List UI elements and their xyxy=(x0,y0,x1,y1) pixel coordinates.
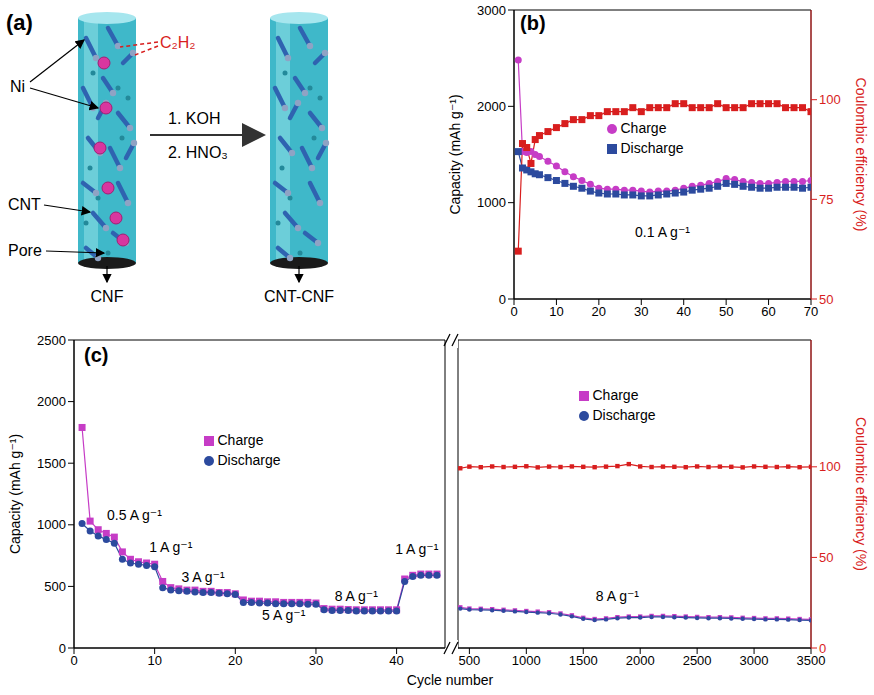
html-text:Discharge: Discharge xyxy=(620,140,684,156)
svg-text:100: 100 xyxy=(819,92,841,107)
svg-text:2500: 2500 xyxy=(683,653,712,668)
svg-text:0: 0 xyxy=(819,641,826,656)
svg-text:0.5 A g⁻¹: 0.5 A g⁻¹ xyxy=(107,507,162,523)
svg-text:500: 500 xyxy=(44,579,66,594)
svg-text:C₂H₂: C₂H₂ xyxy=(160,34,196,51)
svg-text:8 A g⁻¹: 8 A g⁻¹ xyxy=(335,588,379,604)
svg-text:Coulombic efficiency (%): Coulombic efficiency (%) xyxy=(853,417,869,571)
svg-text:3 A g⁻¹: 3 A g⁻¹ xyxy=(181,569,225,585)
svg-text:Capacity (mAh g⁻¹): Capacity (mAh g⁻¹) xyxy=(7,434,23,554)
html-text:Cycle number: Cycle number xyxy=(406,672,494,688)
html-text:(c): (c) xyxy=(84,344,109,366)
svg-text:8 A g⁻¹: 8 A g⁻¹ xyxy=(596,588,640,604)
svg-text:Ni: Ni xyxy=(10,78,25,95)
svg-text:Capacity (mAh g⁻¹): Capacity (mAh g⁻¹) xyxy=(447,94,463,214)
html-text:Discharge: Discharge xyxy=(217,452,281,468)
html-text:(b): (b) xyxy=(520,12,546,34)
svg-text:3500: 3500 xyxy=(796,653,826,669)
svg-text:20: 20 xyxy=(592,304,606,319)
svg-text:500: 500 xyxy=(459,653,481,668)
svg-text:60: 60 xyxy=(761,304,775,319)
svg-text:2500: 2500 xyxy=(37,333,66,348)
svg-text:(a): (a) xyxy=(6,10,33,35)
svg-text:CNT-CNF: CNT-CNF xyxy=(264,288,334,305)
svg-text:10: 10 xyxy=(549,304,563,319)
svg-text:1000: 1000 xyxy=(477,195,506,210)
svg-text:1 A g⁻¹: 1 A g⁻¹ xyxy=(149,539,193,555)
svg-text:75: 75 xyxy=(819,192,833,207)
svg-text:Pore: Pore xyxy=(8,242,42,259)
svg-text:1500: 1500 xyxy=(569,653,598,668)
svg-text:30: 30 xyxy=(634,304,648,319)
svg-text:1000: 1000 xyxy=(512,653,541,668)
svg-text:0: 0 xyxy=(510,304,517,319)
svg-text:2000: 2000 xyxy=(626,653,655,668)
svg-text:50: 50 xyxy=(719,304,733,319)
svg-text:CNT: CNT xyxy=(8,196,41,213)
svg-text:3000: 3000 xyxy=(477,3,506,18)
svg-text:1 A g⁻¹: 1 A g⁻¹ xyxy=(395,541,439,557)
svg-text:1500: 1500 xyxy=(37,456,66,471)
svg-text:20: 20 xyxy=(228,653,242,668)
svg-text:2. HNO₃: 2. HNO₃ xyxy=(168,144,228,161)
svg-text:2000: 2000 xyxy=(37,394,66,409)
svg-text:1. KOH: 1. KOH xyxy=(168,110,220,127)
svg-text:0: 0 xyxy=(59,641,66,656)
svg-text:2000: 2000 xyxy=(477,99,506,114)
svg-text:100: 100 xyxy=(819,459,841,474)
svg-text:0.1 A g⁻¹: 0.1 A g⁻¹ xyxy=(635,224,690,240)
svg-text:CNF: CNF xyxy=(91,288,124,305)
html-text:Discharge: Discharge xyxy=(592,407,656,423)
svg-text:0: 0 xyxy=(499,292,506,307)
svg-text:0: 0 xyxy=(70,653,77,668)
svg-text:70: 70 xyxy=(804,304,818,319)
svg-text:40: 40 xyxy=(389,653,403,668)
svg-text:50: 50 xyxy=(819,292,833,307)
svg-text:50: 50 xyxy=(819,550,833,565)
svg-text:30: 30 xyxy=(309,653,323,668)
svg-text:10: 10 xyxy=(147,653,161,668)
html-text:Charge: Charge xyxy=(620,120,667,136)
svg-text:1000: 1000 xyxy=(37,517,66,532)
svg-text:40: 40 xyxy=(676,304,690,319)
html-text:Charge: Charge xyxy=(592,387,639,403)
svg-text:3000: 3000 xyxy=(740,653,769,668)
svg-text:5 A g⁻¹: 5 A g⁻¹ xyxy=(262,607,306,623)
html-text:Charge: Charge xyxy=(217,432,264,448)
svg-text:Coulombic efficiency (%): Coulombic efficiency (%) xyxy=(853,78,869,232)
